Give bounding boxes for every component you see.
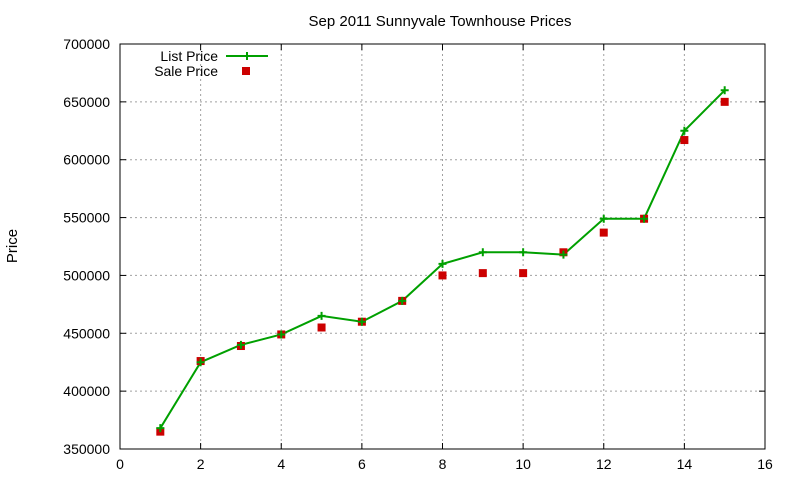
y-tick-label: 500000 xyxy=(63,267,110,283)
legend-label-sale-price: Sale Price xyxy=(154,63,218,79)
list-price-point xyxy=(357,317,366,326)
x-tick-label: 6 xyxy=(358,456,366,472)
y-tick-label: 650000 xyxy=(63,94,110,110)
x-tick-label: 8 xyxy=(439,456,447,472)
sale-price-point xyxy=(519,269,528,278)
list-price-point xyxy=(478,248,487,257)
sale-price-point xyxy=(438,271,447,280)
list-price-point xyxy=(599,214,608,223)
y-tick-label: 700000 xyxy=(63,36,110,52)
y-tick-label: 350000 xyxy=(63,441,110,457)
legend-square-marker xyxy=(242,67,250,75)
list-price-point xyxy=(720,86,729,95)
y-axis: 350000 400000 450000 500000 550000 600000 6500… xyxy=(63,36,765,457)
legend: List Price Sale Price xyxy=(154,48,268,79)
sale-price-point xyxy=(317,323,326,332)
list-price-point xyxy=(519,248,528,257)
legend-label-list-price: List Price xyxy=(160,48,218,64)
x-axis: 0 2 4 6 8 10 12 14 16 xyxy=(116,44,773,472)
list-price-point xyxy=(196,358,205,367)
y-tick-label: 400000 xyxy=(63,383,110,399)
x-tick-label: 2 xyxy=(197,456,205,472)
x-tick-label: 4 xyxy=(277,456,285,472)
list-price-point xyxy=(398,296,407,305)
sale-price-point xyxy=(599,228,608,237)
y-axis-label: Price xyxy=(4,229,21,263)
list-price-point xyxy=(277,330,286,339)
list-price-point xyxy=(559,250,568,259)
sale-price-point xyxy=(720,97,729,106)
legend-plus-marker xyxy=(243,52,251,60)
sale-price-point xyxy=(680,136,689,145)
list-price-point xyxy=(680,126,689,135)
y-tick-label: 450000 xyxy=(63,325,110,341)
y-tick-label: 600000 xyxy=(63,152,110,168)
list-price-point xyxy=(317,311,326,320)
sale-price-point xyxy=(478,269,487,278)
list-price-point xyxy=(438,259,447,268)
x-tick-label: 14 xyxy=(677,456,693,472)
list-price-point xyxy=(640,214,649,223)
x-tick-label: 10 xyxy=(515,456,531,472)
x-tick-label: 12 xyxy=(596,456,612,472)
x-tick-label: 0 xyxy=(116,456,124,472)
list-price-point xyxy=(236,340,245,349)
series-layer xyxy=(156,86,729,436)
x-tick-label: 16 xyxy=(757,456,773,472)
y-tick-label: 550000 xyxy=(63,210,110,226)
grid xyxy=(120,44,765,449)
chart-title: Sep 2011 Sunnyvale Townhouse Prices xyxy=(309,13,572,30)
list-price-point xyxy=(156,424,165,433)
